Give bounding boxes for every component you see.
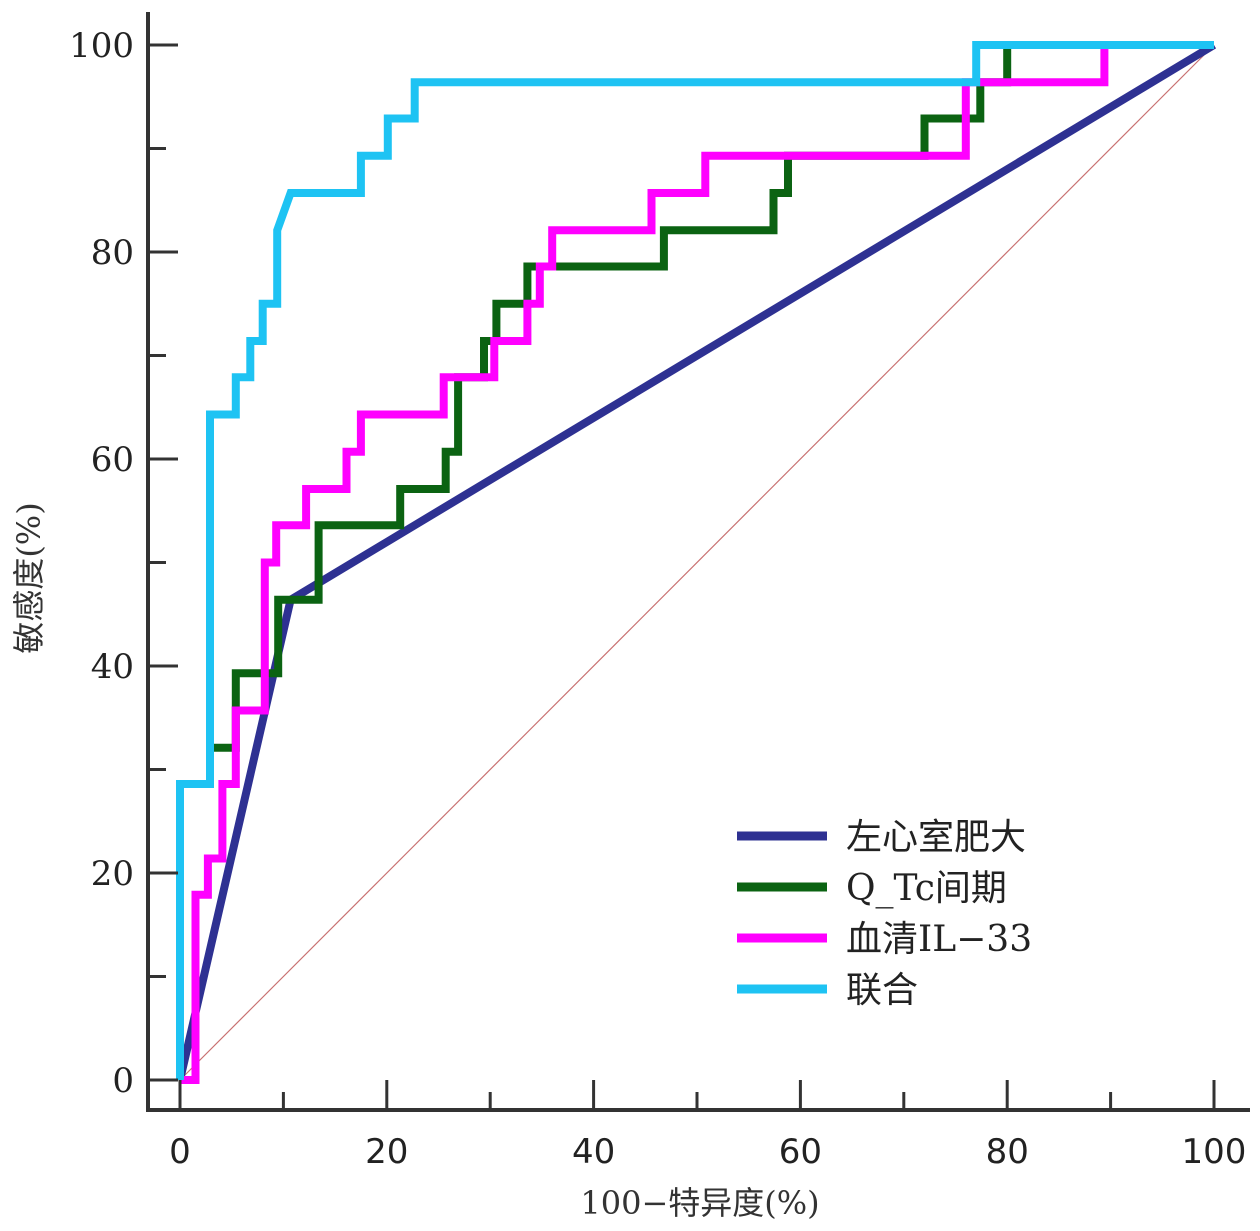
y-tick-label: 100: [69, 26, 134, 66]
legend-label-3: 联合: [846, 970, 918, 1011]
x-tick-label: 60: [779, 1132, 822, 1172]
y-axis-title: 敏感度(%): [10, 502, 48, 653]
series-line-2: [180, 41, 1214, 1084]
y-axis-ticks: 0 20 40 60 80 100: [69, 26, 178, 1101]
x-axis-ticks: 0 20 40 60 80 100: [169, 1080, 1246, 1172]
legend-label-0: 左心室肥大: [846, 817, 1026, 858]
plot-area: [176, 41, 1217, 1084]
reference-diagonal-line: [179, 44, 1215, 1081]
y-tick-label: 20: [91, 854, 134, 894]
y-tick-label: 60: [91, 440, 134, 480]
axes: 0 20 40 60 80 100 0 20 40 60 80 100: [69, 12, 1250, 1172]
x-tick-label: 80: [986, 1132, 1029, 1172]
x-tick-label: 40: [572, 1132, 615, 1172]
series-layer: [176, 41, 1217, 1084]
x-tick-label: 100: [1182, 1132, 1247, 1172]
x-tick-label: 0: [169, 1132, 191, 1172]
y-tick-label: 80: [91, 233, 134, 273]
legend-label-1: Q_Tc间期: [846, 868, 1007, 909]
y-tick-label: 0: [112, 1061, 134, 1101]
series-line-3: [176, 41, 1214, 1080]
x-axis-title: 100−特异度(%): [580, 1184, 819, 1222]
legend-label-2: 血清IL−33: [846, 919, 1032, 960]
x-tick-label: 20: [365, 1132, 408, 1172]
y-tick-label: 40: [91, 647, 134, 687]
